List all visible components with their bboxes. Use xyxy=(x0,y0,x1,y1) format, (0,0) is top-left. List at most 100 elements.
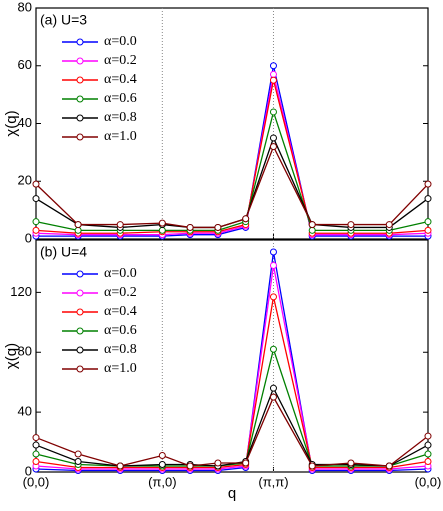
y-tick-label: 0 xyxy=(25,463,32,478)
point xyxy=(269,293,277,301)
legend-marker xyxy=(76,38,84,46)
point xyxy=(424,180,432,188)
y-tick-label: 120 xyxy=(10,284,32,299)
point xyxy=(269,62,277,70)
series-line xyxy=(35,251,429,472)
legend-text: α=0.8 xyxy=(104,110,137,125)
point xyxy=(74,226,82,234)
point xyxy=(347,459,355,467)
point xyxy=(308,462,316,470)
series-line xyxy=(35,80,429,234)
legend-marker xyxy=(76,114,84,122)
point xyxy=(385,221,393,229)
y-tick-label: 20 xyxy=(18,173,32,188)
point xyxy=(424,432,432,440)
point xyxy=(269,384,277,392)
legend-text: α=0.2 xyxy=(104,285,137,300)
plot-frame xyxy=(35,239,429,473)
point xyxy=(32,434,40,442)
point xyxy=(242,459,250,467)
panel-label: (a) U=3 xyxy=(40,12,87,28)
point xyxy=(269,345,277,353)
point xyxy=(347,221,355,229)
x-tick-label: (0,0) xyxy=(23,474,50,489)
point xyxy=(269,248,277,256)
point xyxy=(32,441,40,449)
legend-text: α=0.6 xyxy=(104,91,137,106)
series-line xyxy=(35,346,429,467)
point xyxy=(74,450,82,458)
point xyxy=(424,218,432,226)
point xyxy=(158,219,166,227)
y-axis-label: χ(q) xyxy=(3,343,20,369)
point xyxy=(186,223,194,231)
legend-marker xyxy=(76,327,84,335)
point xyxy=(308,221,316,229)
y-axis-label: χ(q) xyxy=(3,110,20,136)
point xyxy=(32,218,40,226)
point xyxy=(32,458,40,466)
series-line xyxy=(35,144,429,229)
point xyxy=(214,223,222,231)
point xyxy=(74,458,82,466)
legend-text: α=1.0 xyxy=(104,129,137,144)
legend-text: α=0.6 xyxy=(104,323,137,338)
point xyxy=(385,462,393,470)
series-line xyxy=(35,395,429,467)
y-tick-label: 40 xyxy=(18,404,32,419)
y-tick-label: 60 xyxy=(18,57,32,72)
point xyxy=(269,108,277,116)
point xyxy=(424,226,432,234)
point xyxy=(424,441,432,449)
point xyxy=(269,76,277,84)
x-tick-label: (0,0) xyxy=(415,474,442,489)
legend-marker xyxy=(76,76,84,84)
y-tick-label: 0 xyxy=(25,230,32,245)
legend-text: α=0.0 xyxy=(104,34,137,49)
legend-text: α=0.8 xyxy=(104,342,137,357)
point xyxy=(32,226,40,234)
point xyxy=(269,393,277,401)
legend-marker xyxy=(76,133,84,141)
x-tick-label: (π,π) xyxy=(258,474,288,489)
series-line xyxy=(35,74,429,236)
legend-text: α=0.4 xyxy=(104,304,137,319)
point xyxy=(32,450,40,458)
legend-text: α=0.4 xyxy=(104,72,137,87)
y-tick-label: 40 xyxy=(18,115,32,130)
series-line xyxy=(35,109,429,231)
point xyxy=(424,450,432,458)
legend-marker xyxy=(76,57,84,65)
point xyxy=(32,195,40,203)
series-line xyxy=(36,65,428,237)
point xyxy=(32,180,40,188)
point xyxy=(158,452,166,460)
point xyxy=(116,221,124,229)
legend-marker xyxy=(76,365,84,373)
legend-text: α=0.0 xyxy=(104,266,137,281)
point xyxy=(158,461,166,469)
series-line xyxy=(35,265,429,470)
legend-marker xyxy=(76,289,84,297)
series-line xyxy=(35,386,429,467)
point xyxy=(74,221,82,229)
legend-text: α=0.2 xyxy=(104,53,137,68)
series-line xyxy=(35,296,429,469)
point xyxy=(269,70,277,78)
legend-marker xyxy=(76,95,84,103)
point xyxy=(269,143,277,151)
point xyxy=(424,195,432,203)
series-line xyxy=(35,136,429,229)
point xyxy=(158,226,166,234)
x-tick-label: (π,0) xyxy=(148,474,176,489)
x-axis-label: q xyxy=(228,485,236,502)
point xyxy=(308,226,316,234)
point xyxy=(116,462,124,470)
panel-label: (b) U=4 xyxy=(40,244,87,260)
point xyxy=(269,134,277,142)
point xyxy=(242,215,250,223)
legend-marker xyxy=(76,308,84,316)
legend-marker xyxy=(76,270,84,278)
point xyxy=(214,459,222,467)
